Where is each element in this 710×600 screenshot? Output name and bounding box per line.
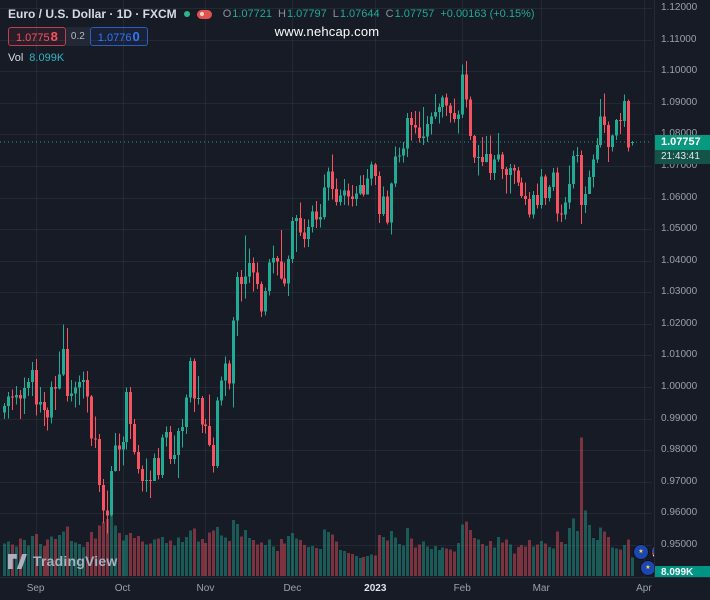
volume-indicator-row: Vol 8.099K (8, 52, 535, 64)
volume-layer (3, 437, 634, 576)
time-axis[interactable]: Sep Oct Nov Dec 2023 Feb Mar Apr (0, 577, 710, 600)
price-tick-label: 0.96000 (661, 507, 698, 519)
price-tick-label: 1.12000 (661, 2, 698, 13)
economic-event-eu-flag-icon[interactable] (641, 561, 655, 575)
price-tick-label: 1.05000 (661, 223, 698, 235)
bid-price-last-digit: 8 (50, 29, 58, 44)
price-tick-label: 1.11000 (661, 33, 697, 45)
price-tick-label: 1.04000 (661, 254, 698, 266)
sell-button[interactable]: 1.0775 8 (8, 27, 66, 46)
tradingview-logo[interactable]: TradingView (8, 553, 117, 569)
price-tick-label: 0.95000 (661, 539, 698, 550)
price-axis[interactable]: 1.07757 21:43:41 8.099K 1.12000 1.11000 1.… (654, 0, 710, 580)
open-value: 1.07721 (232, 8, 273, 20)
price-tick-label: 1.06000 (661, 191, 698, 203)
time-tick-label: Apr (636, 583, 652, 594)
connection-status-dot-icon (183, 11, 190, 17)
change-value: +0.00163 (+0.15%) (440, 8, 535, 20)
time-tick-label: Mar (532, 583, 550, 594)
symbol-title[interactable]: Euro / U.S. Dollar · 1D · FXCM (8, 7, 177, 21)
price-tick-label: 1.09000 (661, 96, 698, 108)
ask-price: 1.0776 (97, 32, 132, 44)
low-value: 1.07644 (339, 8, 380, 20)
market-status-pill-icon (196, 9, 212, 19)
trade-buttons-row: 1.0775 8 0.2 1.0776 0 (8, 27, 535, 46)
volume-value: 8.099K (29, 52, 65, 64)
bar-countdown: 21:43:41 (655, 150, 710, 165)
time-tick-label: Sep (26, 583, 45, 594)
economic-event-eu-flag-icon[interactable] (634, 545, 648, 559)
price-tick-label: 1.10000 (661, 65, 698, 77)
price-tick-label: 1.08000 (661, 128, 698, 140)
high-value: 1.07797 (286, 8, 327, 20)
time-tick-label: Feb (453, 583, 471, 594)
price-tick-label: 1.07000 (661, 159, 698, 171)
price-tick-label: 1.01000 (661, 349, 698, 361)
chart-legend: Euro / U.S. Dollar · 1D · FXCM O 1.07721 … (8, 5, 535, 64)
low-label: L (332, 8, 339, 20)
high-label: H (278, 8, 286, 20)
time-tick-label: Oct (114, 583, 131, 594)
price-tick-label: 0.98000 (661, 444, 698, 456)
price-tick-label: 0.97000 (661, 475, 698, 487)
volume-axis-label: 8.099K (655, 566, 710, 580)
spread-label: 0.2 (65, 27, 90, 46)
bid-price: 1.0775 (16, 32, 50, 44)
candles-layer (3, 60, 634, 534)
price-tick-label: 0.99000 (661, 412, 698, 424)
tradingview-logo-icon (8, 553, 27, 569)
price-tick-label: 1.03000 (661, 286, 698, 298)
close-value: 1.07757 (394, 8, 435, 20)
time-tick-label: Nov (196, 583, 215, 594)
tradingview-logo-text: TradingView (33, 553, 118, 569)
close-label: C (385, 8, 394, 20)
time-tick-label: Dec (283, 583, 302, 594)
last-price-value: 1.07757 (655, 135, 710, 151)
volume-label: Vol (8, 52, 24, 64)
last-price-label: 1.07757 21:43:41 (655, 135, 710, 165)
price-tick-label: 1.00000 (661, 381, 698, 393)
ohlc-readout: O 1.07721 H 1.07797 L 1.07644 C 1.07757 +0.0… (223, 8, 535, 20)
open-label: O (222, 8, 232, 20)
watermark: www.nehcap.com (274, 24, 380, 39)
ask-price-last-digit: 0 (132, 29, 140, 44)
time-tick-label: 2023 (364, 583, 387, 594)
legend-symbol-row: Euro / U.S. Dollar · 1D · FXCM O 1.07721 … (8, 5, 535, 23)
price-tick-label: 1.02000 (661, 317, 698, 329)
grid-layer (0, 0, 652, 578)
buy-button[interactable]: 1.0776 0 (89, 27, 148, 46)
